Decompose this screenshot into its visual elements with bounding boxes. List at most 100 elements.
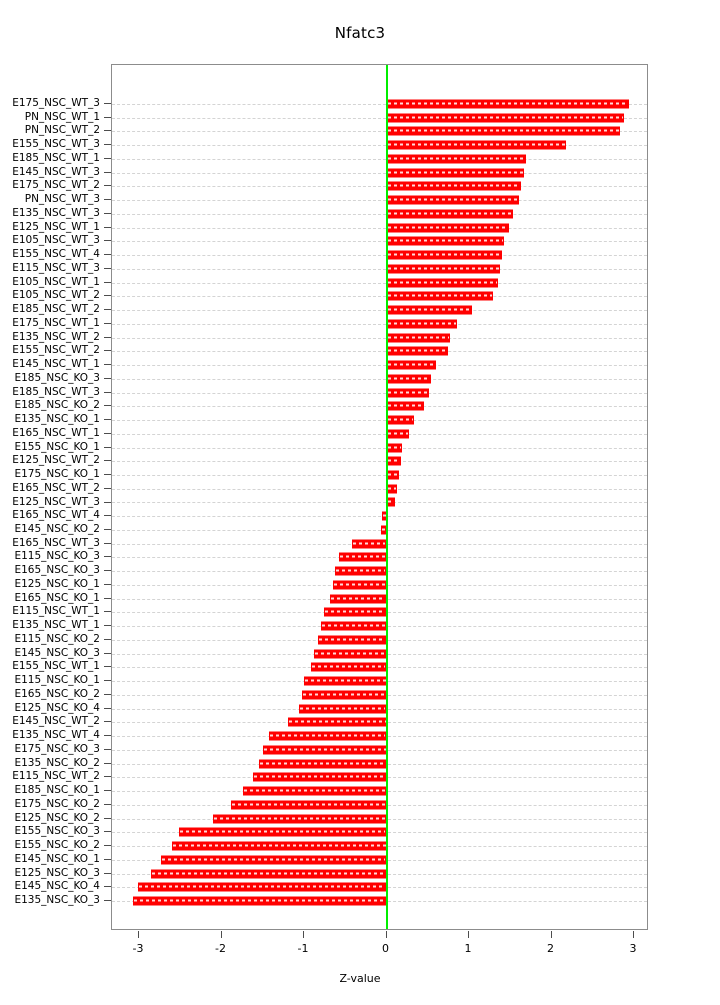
- bar[interactable]: [386, 401, 424, 411]
- x-axis-tick: [550, 931, 552, 938]
- bar[interactable]: [386, 415, 414, 425]
- bar[interactable]: [386, 168, 525, 178]
- bar[interactable]: [386, 99, 630, 109]
- bar[interactable]: [252, 772, 387, 782]
- bar[interactable]: [386, 181, 521, 191]
- gridline: [112, 213, 647, 215]
- bar[interactable]: [386, 278, 498, 288]
- y-axis-label: E105_NSC_WT_1: [12, 275, 100, 288]
- bar[interactable]: [269, 731, 387, 741]
- bar[interactable]: [386, 264, 500, 274]
- bar[interactable]: [386, 113, 625, 123]
- bar[interactable]: [386, 346, 448, 356]
- bar[interactable]: [382, 511, 387, 521]
- y-axis-label: E145_NSC_WT_1: [12, 357, 100, 370]
- bar[interactable]: [386, 195, 520, 205]
- bar[interactable]: [386, 236, 504, 246]
- bar[interactable]: [386, 209, 513, 219]
- y-axis-tick: [104, 776, 111, 778]
- y-axis-label: E135_NSC_WT_3: [12, 206, 100, 219]
- bar[interactable]: [321, 621, 387, 631]
- chart-row: [112, 193, 647, 207]
- chart-row: [112, 235, 647, 249]
- y-axis-tick: [104, 212, 111, 214]
- bar[interactable]: [313, 649, 387, 659]
- bar[interactable]: [133, 896, 387, 906]
- bar[interactable]: [310, 662, 387, 672]
- y-axis-tick: [104, 597, 111, 599]
- bar[interactable]: [151, 869, 387, 878]
- chart-row: [112, 303, 647, 317]
- y-axis-label: E115_NSC_KO_1: [14, 673, 100, 686]
- bar[interactable]: [386, 429, 409, 439]
- y-axis-tick: [104, 680, 111, 682]
- bar[interactable]: [386, 291, 493, 301]
- bar[interactable]: [386, 126, 620, 136]
- bar[interactable]: [161, 855, 387, 865]
- x-axis-tick: [220, 931, 222, 938]
- gridline: [112, 131, 647, 133]
- bar[interactable]: [386, 305, 473, 315]
- bar[interactable]: [332, 580, 387, 590]
- bar[interactable]: [335, 566, 387, 576]
- bar[interactable]: [262, 745, 387, 755]
- bar[interactable]: [386, 360, 436, 370]
- y-axis-tick: [104, 460, 111, 462]
- bar[interactable]: [386, 497, 395, 507]
- y-axis-tick: [104, 693, 111, 695]
- bar[interactable]: [380, 525, 387, 535]
- chart-row: [112, 372, 647, 386]
- gridline: [112, 186, 647, 188]
- bar[interactable]: [386, 140, 567, 150]
- bar[interactable]: [386, 223, 510, 233]
- chart-row: [112, 386, 647, 400]
- y-axis-tick: [104, 817, 111, 819]
- bar[interactable]: [386, 443, 403, 453]
- gridline: [112, 529, 647, 531]
- bar[interactable]: [242, 786, 387, 796]
- bar[interactable]: [301, 690, 387, 700]
- bar[interactable]: [386, 154, 526, 164]
- bar[interactable]: [386, 333, 451, 343]
- y-axis-tick: [104, 322, 111, 324]
- gridline: [112, 433, 647, 435]
- x-axis-tick: [138, 931, 139, 938]
- bar[interactable]: [213, 814, 387, 824]
- chart-row: [112, 619, 647, 633]
- bar[interactable]: [386, 374, 432, 384]
- bar[interactable]: [287, 717, 387, 727]
- bar[interactable]: [258, 759, 387, 769]
- bar[interactable]: [386, 319, 457, 329]
- bar[interactable]: [329, 594, 387, 604]
- bar[interactable]: [178, 827, 387, 837]
- bar[interactable]: [323, 607, 387, 617]
- chart-row: [112, 468, 647, 482]
- y-axis-label: E145_NSC_WT_2: [12, 715, 100, 728]
- gridline: [112, 255, 647, 257]
- bar[interactable]: [386, 250, 502, 260]
- plot-area: [111, 64, 648, 930]
- bar[interactable]: [351, 539, 387, 549]
- bar[interactable]: [299, 704, 387, 714]
- y-axis-tick: [104, 144, 111, 146]
- bar[interactable]: [386, 456, 401, 466]
- y-axis-tick: [104, 309, 111, 311]
- chart-row: [112, 715, 647, 729]
- bar[interactable]: [318, 635, 387, 645]
- bar[interactable]: [304, 676, 387, 686]
- x-axis-tick-label: -1: [297, 942, 309, 955]
- bar[interactable]: [138, 882, 387, 892]
- bar[interactable]: [386, 484, 398, 494]
- gridline: [112, 365, 647, 367]
- chart-row: [112, 770, 647, 784]
- y-axis-tick: [104, 487, 111, 489]
- bar[interactable]: [386, 470, 399, 480]
- bar[interactable]: [172, 841, 387, 851]
- y-axis-label: E165_NSC_WT_3: [12, 536, 100, 549]
- y-axis-tick: [104, 542, 111, 544]
- x-axis-tick-label: -3: [132, 942, 144, 955]
- y-axis-label: E165_NSC_WT_4: [12, 508, 100, 521]
- bar[interactable]: [339, 552, 387, 562]
- bar[interactable]: [386, 388, 430, 398]
- bar[interactable]: [231, 800, 387, 810]
